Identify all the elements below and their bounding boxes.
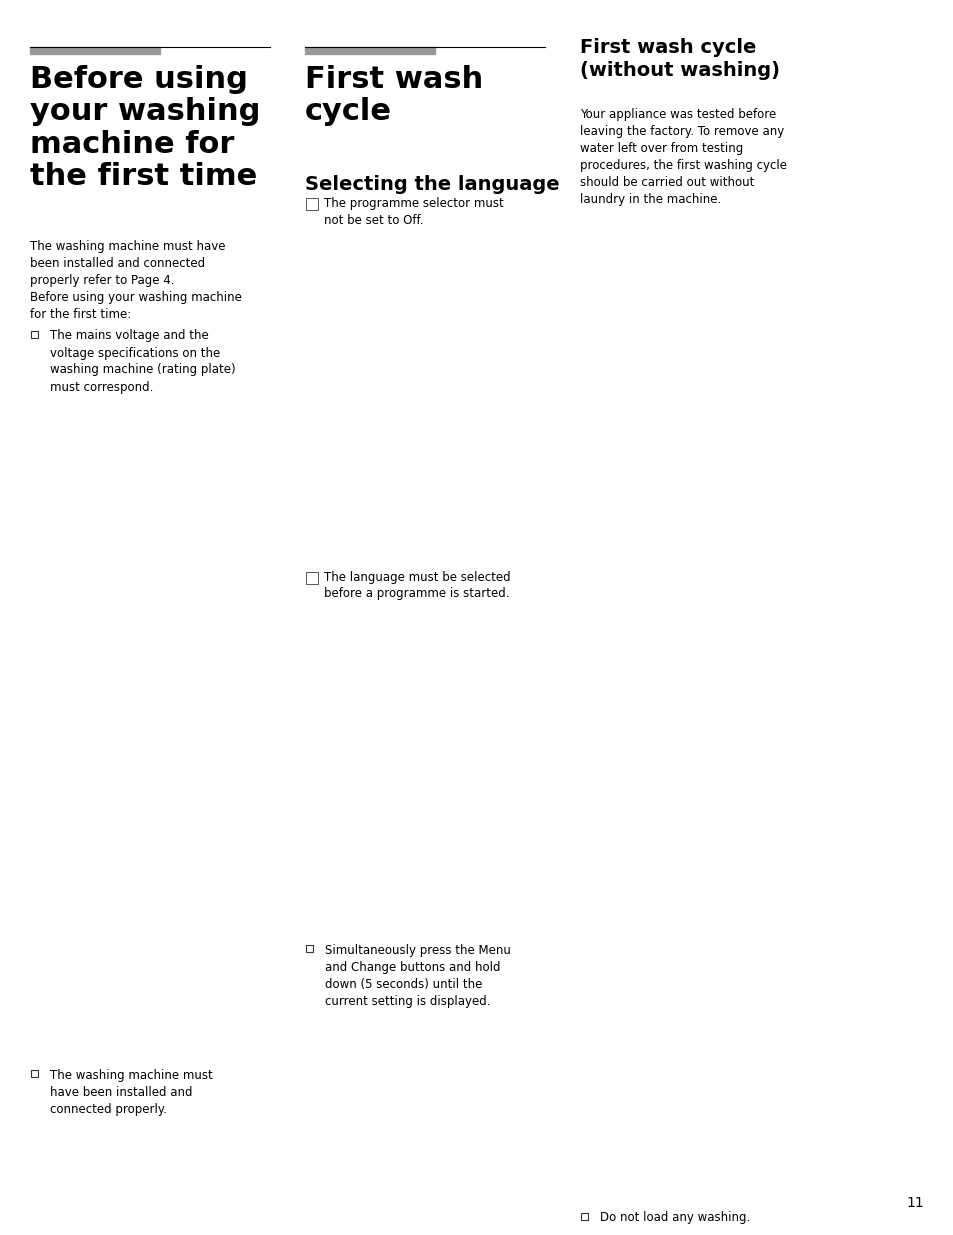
Text: Before using
your washing
machine for
the first time: Before using your washing machine for th… xyxy=(30,65,260,191)
Text: The washing machine must have
been installed and connected
properly refer to Pag: The washing machine must have been insta… xyxy=(30,240,225,287)
Bar xyxy=(305,47,435,54)
Bar xyxy=(30,331,38,337)
Text: First wash
cycle: First wash cycle xyxy=(305,65,483,126)
Text: First wash cycle
(without washing): First wash cycle (without washing) xyxy=(579,38,780,80)
Text: Your appliance was tested before
leaving the factory. To remove any
water left o: Your appliance was tested before leaving… xyxy=(579,107,786,206)
Text: The mains voltage and the
voltage specifications on the
washing machine (rating : The mains voltage and the voltage specif… xyxy=(50,330,235,394)
Bar xyxy=(30,1070,38,1077)
Bar xyxy=(30,47,160,54)
Text: 11: 11 xyxy=(905,1195,923,1210)
Bar xyxy=(306,198,317,210)
Text: The washing machine must
have been installed and
connected properly.: The washing machine must have been insta… xyxy=(50,1068,213,1115)
Text: The language must be selected
before a programme is started.: The language must be selected before a p… xyxy=(324,571,510,600)
Bar xyxy=(306,945,313,952)
Text: Before using your washing machine
for the first time:: Before using your washing machine for th… xyxy=(30,290,242,321)
Text: Simultaneously press the Menu
and Change buttons and hold
down (5 seconds) until: Simultaneously press the Menu and Change… xyxy=(325,944,511,1008)
Text: Selecting the language: Selecting the language xyxy=(305,175,559,194)
Text: Do not load any washing.: Do not load any washing. xyxy=(599,1212,749,1224)
Bar xyxy=(306,572,317,583)
Bar xyxy=(580,1213,587,1219)
Text: The programme selector must
not be set to Off.: The programme selector must not be set t… xyxy=(324,198,503,227)
